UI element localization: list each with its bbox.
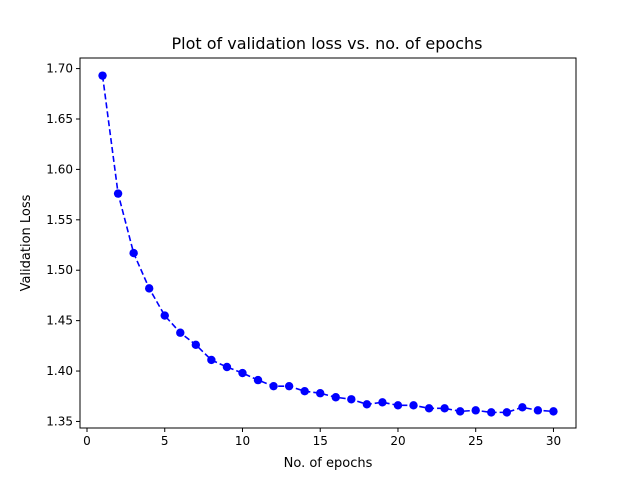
y-tick-label: 1.70 [46, 62, 73, 76]
data-point [98, 71, 107, 80]
x-tick-label: 15 [313, 434, 328, 448]
x-tick-label: 20 [390, 434, 405, 448]
x-tick-label: 0 [83, 434, 91, 448]
data-point [331, 393, 340, 402]
series-group [98, 71, 558, 417]
data-point [129, 248, 138, 258]
data-point [378, 398, 387, 407]
data-point [487, 408, 496, 417]
y-tick-label: 1.45 [46, 314, 73, 328]
data-point [222, 362, 232, 372]
plot-area-frame [79, 57, 577, 429]
data-point [176, 328, 185, 337]
y-tick-label: 1.55 [46, 213, 73, 227]
data-point [518, 403, 527, 412]
data-point [409, 401, 418, 410]
data-point [238, 368, 247, 378]
data-point [191, 340, 201, 350]
data-point [207, 355, 216, 365]
data-point [316, 389, 325, 398]
y-tick-label: 1.60 [46, 162, 73, 176]
y-tick-label: 1.65 [46, 112, 73, 126]
data-point [300, 387, 309, 396]
y-tick-label: 1.50 [46, 263, 73, 277]
x-tick-label: 25 [468, 434, 483, 448]
y-axis-ticks: 1.35 1.40 1.45 1.50 1.55 1.60 1.65 1.70 [46, 62, 80, 428]
data-point [347, 395, 356, 404]
series-line [101, 75, 554, 414]
data-point [362, 400, 372, 409]
data-point [455, 407, 465, 416]
data-point [533, 406, 543, 415]
y-tick-label: 1.35 [46, 414, 73, 428]
x-axis-label: No. of epochs [284, 456, 373, 471]
data-point [549, 407, 558, 416]
x-axis-ticks: 0 5 10 15 20 25 30 [83, 428, 561, 448]
data-point [269, 381, 278, 391]
data-point [144, 284, 154, 293]
data-point [471, 406, 480, 415]
y-axis-label: Validation Loss [19, 194, 34, 291]
data-point [160, 311, 169, 320]
data-point [393, 401, 403, 410]
data-point [253, 375, 263, 385]
data-point [284, 381, 294, 391]
data-point [113, 189, 123, 198]
x-tick-label: 30 [546, 434, 561, 448]
x-tick-label: 10 [235, 434, 250, 448]
y-tick-label: 1.40 [46, 364, 73, 378]
chart-title: Plot of validation loss vs. no. of epoch… [172, 34, 483, 53]
x-tick-label: 5 [161, 434, 169, 448]
data-point [502, 408, 512, 417]
data-point [440, 404, 449, 413]
data-point [424, 404, 434, 413]
